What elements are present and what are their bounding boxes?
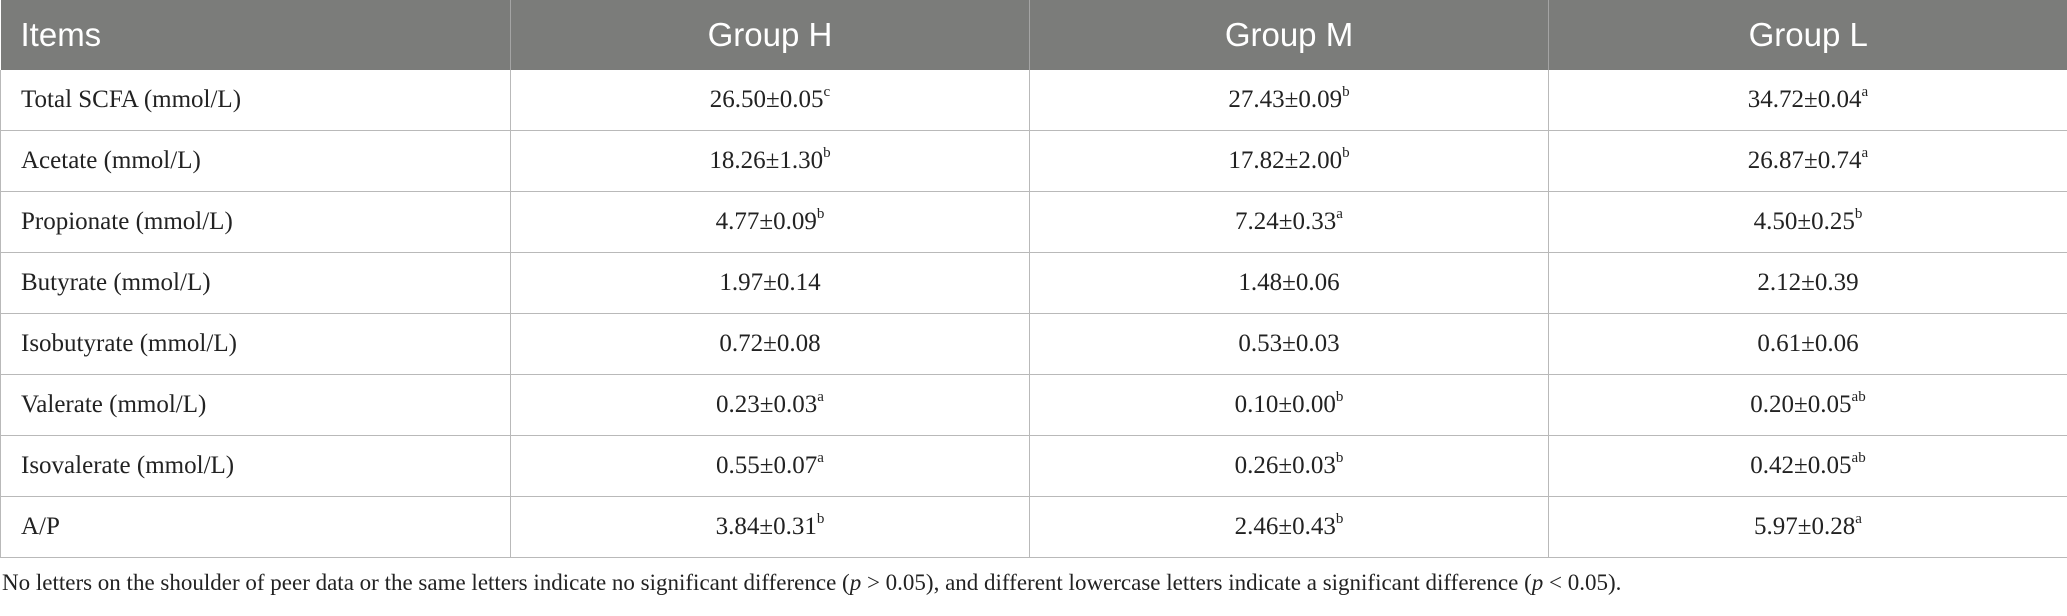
footnote-text-3: < 0.05).	[1543, 570, 1622, 595]
row-item-label: A/P	[0, 496, 511, 558]
cell-value: 0.61±0.06	[1757, 330, 1859, 357]
header-row: Items Group H Group M Group L	[0, 0, 2067, 70]
table-header: Items Group H Group M Group L	[0, 0, 2067, 70]
significance-letter: b	[1335, 450, 1344, 466]
cell-group-l: 26.87±0.74a	[1548, 130, 2067, 192]
significance-letter: b	[1342, 145, 1350, 161]
footnote-text-2: > 0.05), and different lowercase letters…	[861, 570, 1532, 595]
cell-group-h: 18.26±1.30b	[510, 130, 1030, 192]
significance-letter: ab	[1851, 450, 1866, 466]
table-row: A/P 3.84±0.31b 2.46±0.43b 5.97±0.28a	[0, 496, 2067, 558]
cell-group-l: 34.72±0.04a	[1548, 70, 2067, 131]
significance-letter: c	[823, 84, 831, 100]
table-body: Total SCFA (mmol/L) 26.50±0.05c 27.43±0.09…	[0, 70, 2067, 558]
cell-value: 26.87±0.74	[1747, 147, 1862, 174]
cell-value: 17.82±2.00	[1228, 147, 1343, 174]
cell-value: 2.46±0.43	[1234, 513, 1336, 540]
row-item-label: Propionate (mmol/L)	[0, 191, 511, 253]
cell-value: 0.23±0.03	[716, 391, 818, 418]
cell-group-l: 0.20±0.05ab	[1548, 374, 2067, 436]
significance-letter: a	[1861, 145, 1869, 161]
cell-group-m: 2.46±0.43b	[1029, 496, 1549, 558]
footnote-text-1: No letters on the shoulder of peer data …	[2, 570, 850, 595]
significance-letter: a	[1336, 206, 1343, 222]
cell-value: 4.77±0.09	[715, 208, 817, 235]
cell-group-l: 0.42±0.05ab	[1548, 435, 2067, 497]
significance-letter: a	[1861, 84, 1869, 100]
table-row: Isobutyrate (mmol/L) 0.72±0.08 0.53±0.03 0.…	[0, 313, 2067, 375]
significance-letter: b	[823, 145, 831, 161]
cell-group-l: 0.61±0.06	[1548, 313, 2067, 375]
cell-value: 26.50±0.05	[709, 86, 824, 113]
table-row: Isovalerate (mmol/L) 0.55±0.07a 0.26±0.03b…	[0, 435, 2067, 497]
cell-group-m: 1.48±0.06	[1029, 252, 1549, 314]
header-items: Items	[0, 0, 511, 70]
significance-letter: ab	[1851, 389, 1866, 405]
row-item-label: Isobutyrate (mmol/L)	[0, 313, 511, 375]
table-row: Butyrate (mmol/L) 1.97±0.14 1.48±0.06 2.12±…	[0, 252, 2067, 314]
significance-letter: b	[1854, 206, 1863, 222]
cell-value: 18.26±1.30	[709, 147, 824, 174]
table-row: Acetate (mmol/L) 18.26±1.30b 17.82±2.00b 26…	[0, 130, 2067, 192]
cell-group-h: 1.97±0.14	[510, 252, 1030, 314]
cell-group-l: 5.97±0.28a	[1548, 496, 2067, 558]
cell-group-h: 3.84±0.31b	[510, 496, 1030, 558]
row-item-label: Total SCFA (mmol/L)	[0, 70, 511, 131]
cell-group-h: 0.23±0.03a	[510, 374, 1030, 436]
row-item-label: Valerate (mmol/L)	[0, 374, 511, 436]
cell-value: 0.26±0.03	[1234, 452, 1336, 479]
footnote-p-symbol-1: p	[849, 570, 862, 595]
cell-group-l: 4.50±0.25b	[1548, 191, 2067, 253]
cell-value: 0.53±0.03	[1238, 330, 1340, 357]
cell-value: 0.55±0.07	[716, 452, 818, 479]
cell-value: 5.97±0.28	[1754, 513, 1856, 540]
cell-value: 0.42±0.05	[1750, 452, 1852, 479]
cell-value: 1.48±0.06	[1238, 269, 1340, 296]
cell-group-h: 4.77±0.09b	[510, 191, 1030, 253]
table-row: Propionate (mmol/L) 4.77±0.09b 7.24±0.33a 4…	[0, 191, 2067, 253]
significance-letter: b	[1342, 84, 1350, 100]
significance-letter: a	[1855, 511, 1862, 527]
cell-group-m: 7.24±0.33a	[1029, 191, 1549, 253]
scfa-table: Items Group H Group M Group L Total SCFA…	[0, 0, 2067, 558]
footnote-p-symbol-2: p	[1531, 570, 1544, 595]
cell-group-m: 0.10±0.00b	[1029, 374, 1549, 436]
cell-group-h: 26.50±0.05c	[510, 70, 1030, 131]
cell-group-h: 0.55±0.07a	[510, 435, 1030, 497]
cell-group-m: 27.43±0.09b	[1029, 70, 1549, 131]
table-row: Valerate (mmol/L) 0.23±0.03a 0.10±0.00b 0.2…	[0, 374, 2067, 436]
cell-group-m: 0.26±0.03b	[1029, 435, 1549, 497]
table-footnote: No letters on the shoulder of peer data …	[0, 570, 2067, 596]
cell-group-h: 0.72±0.08	[510, 313, 1030, 375]
cell-value: 1.97±0.14	[719, 269, 821, 296]
cell-value: 4.50±0.25	[1753, 208, 1855, 235]
cell-value: 0.20±0.05	[1750, 391, 1852, 418]
cell-value: 7.24±0.33	[1235, 208, 1337, 235]
row-item-label: Acetate (mmol/L)	[0, 130, 511, 192]
cell-value: 27.43±0.09	[1228, 86, 1343, 113]
significance-letter: b	[1335, 389, 1344, 405]
row-item-label: Isovalerate (mmol/L)	[0, 435, 511, 497]
significance-letter: a	[817, 389, 824, 405]
cell-group-m: 17.82±2.00b	[1029, 130, 1549, 192]
data-table-container: Items Group H Group M Group L Total SCFA…	[0, 0, 2067, 558]
cell-value: 0.10±0.00	[1234, 391, 1336, 418]
row-item-label: Butyrate (mmol/L)	[0, 252, 511, 314]
header-group-l: Group L	[1548, 0, 2067, 70]
cell-group-l: 2.12±0.39	[1548, 252, 2067, 314]
significance-letter: a	[817, 450, 824, 466]
cell-group-m: 0.53±0.03	[1029, 313, 1549, 375]
cell-value: 3.84±0.31	[715, 513, 817, 540]
significance-letter: b	[816, 206, 825, 222]
cell-value: 2.12±0.39	[1757, 269, 1859, 296]
cell-value: 0.72±0.08	[719, 330, 821, 357]
significance-letter: b	[1335, 511, 1344, 527]
table-row: Total SCFA (mmol/L) 26.50±0.05c 27.43±0.09…	[0, 70, 2067, 131]
header-group-m: Group M	[1029, 0, 1549, 70]
cell-value: 34.72±0.04	[1747, 86, 1862, 113]
significance-letter: b	[816, 511, 825, 527]
header-group-h: Group H	[510, 0, 1030, 70]
